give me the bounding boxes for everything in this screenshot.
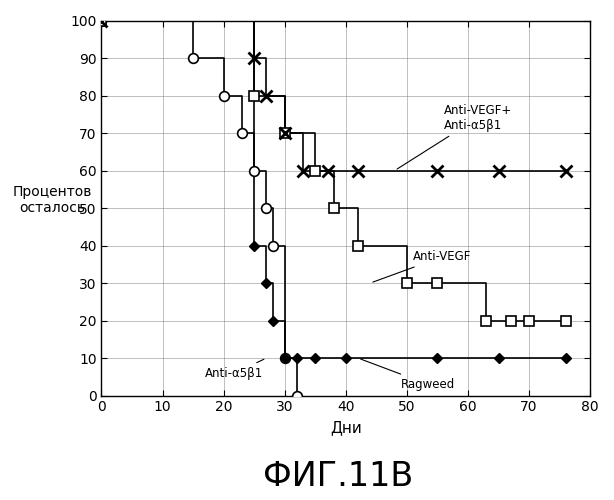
Text: Процентов
осталось: Процентов осталось [12,185,91,215]
X-axis label: Дни: Дни [330,420,362,435]
Text: Anti-α5β1: Anti-α5β1 [205,360,264,380]
Text: ФИГ.11В: ФИГ.11В [263,460,413,492]
Text: Ragweed: Ragweed [360,359,455,391]
Text: Anti-VEGF+
Anti-α5β1: Anti-VEGF+ Anti-α5β1 [397,104,512,169]
Text: Anti-VEGF: Anti-VEGF [373,250,472,282]
